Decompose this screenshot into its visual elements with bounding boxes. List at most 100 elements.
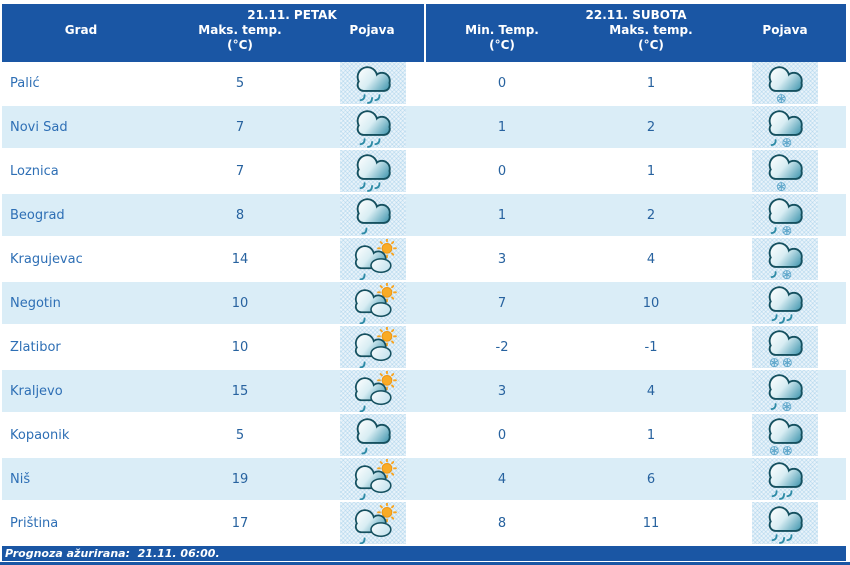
day1-icon-cell: [340, 414, 406, 456]
sun-cloud-rain-1-icon: [345, 327, 401, 368]
day1-pojava-cell: [320, 238, 426, 280]
day2-min-temp: 1: [497, 119, 507, 135]
table-header: 21.11. PETAK Grad Maks. temp. (°C) Pojav…: [2, 4, 846, 62]
day1-pojava-cell: [320, 282, 426, 324]
day2-pojava-cell: [724, 238, 846, 280]
table-row: Negotin 10 7 10: [2, 282, 846, 326]
day1-icon-cell: [340, 62, 406, 104]
day1-max-temp: 7: [235, 119, 245, 135]
day2-min-temp: 4: [497, 471, 507, 487]
col-header-day2-pojava: Pojava: [762, 23, 808, 37]
day2-icon-cell: [752, 238, 818, 280]
table-row: Novi Sad 7 1 2: [2, 106, 846, 150]
day1-icon-cell: [340, 106, 406, 148]
cloud-snow-1-icon: [757, 151, 813, 192]
city-name: Priština: [10, 515, 59, 531]
day1-icon-cell: [340, 370, 406, 412]
header-day1-block: 21.11. PETAK Grad Maks. temp. (°C) Pojav…: [2, 4, 424, 62]
cloud-rain-3-icon: [345, 63, 401, 104]
day2-min-temp: 7: [497, 295, 507, 311]
city-name: Beograd: [10, 207, 65, 223]
day1-max-temp: 7: [235, 163, 245, 179]
table-row: Kragujevac 14 3 4: [2, 238, 846, 282]
update-note: Prognoza ažurirana: 21.11. 06:00.: [5, 547, 220, 560]
city-name: Negotin: [10, 295, 61, 311]
day1-icon-cell: [340, 282, 406, 324]
cloud-snow-2-icon: [757, 327, 813, 368]
cloud-rain-3-icon: [757, 503, 813, 544]
col-header-day2-max: Maks. temp. (°C): [578, 23, 724, 53]
day1-icon-cell: [340, 458, 406, 500]
day2-icon-cell: [752, 414, 818, 456]
day1-pojava-cell: [320, 414, 426, 456]
sun-cloud-rain-1-icon: [345, 459, 401, 500]
day1-pojava-cell: [320, 502, 426, 544]
day2-min-temp: -2: [495, 339, 509, 355]
cloud-sleet-icon: [757, 239, 813, 280]
day2-max-temp: 4: [646, 383, 656, 399]
day2-max-temp: 1: [646, 163, 656, 179]
day2-icon-cell: [752, 282, 818, 324]
day1-pojava-cell: [320, 194, 426, 236]
day1-pojava-cell: [320, 458, 426, 500]
sun-cloud-rain-1-icon: [345, 283, 401, 324]
cloud-rain-3-icon: [345, 107, 401, 148]
sun-cloud-rain-1-icon: [345, 239, 401, 280]
cloud-sleet-icon: [757, 107, 813, 148]
city-name: Zlatibor: [10, 339, 61, 355]
day2-pojava-cell: [724, 150, 846, 192]
day1-max-temp: 5: [235, 427, 245, 443]
day2-min-temp: 0: [497, 163, 507, 179]
city-name: Loznica: [10, 163, 59, 179]
table-body: Palić 5 0 1 Novi Sad 7 1 2 Loz: [2, 62, 846, 546]
sun-cloud-rain-1-icon: [345, 503, 401, 544]
city-name: Kopaonik: [10, 427, 70, 443]
table-row: Beograd 8 1 2: [2, 194, 846, 238]
day1-column-headers: Grad Maks. temp. (°C) Pojava: [2, 23, 424, 53]
col-header-day2-max-label: Maks. temp.: [609, 23, 693, 37]
cloud-rain-1-icon: [345, 415, 401, 456]
day2-max-temp: 11: [642, 515, 660, 531]
col-header-day2-min-unit: (°C): [489, 38, 515, 52]
day1-icon-cell: [340, 326, 406, 368]
day2-max-temp: 10: [642, 295, 660, 311]
cloud-sleet-icon: [757, 371, 813, 412]
city-name: Niš: [10, 471, 31, 487]
day1-max-temp: 8: [235, 207, 245, 223]
day2-date: 22.11. SUBOTA: [585, 8, 687, 22]
day1-max-temp: 15: [231, 383, 249, 399]
day2-max-temp: 1: [646, 75, 656, 91]
day2-pojava-cell: [724, 370, 846, 412]
table-row: Loznica 7 0 1: [2, 150, 846, 194]
col-header-city: Grad: [64, 23, 98, 37]
day1-max-temp: 10: [231, 295, 249, 311]
cloud-rain-1-icon: [345, 195, 401, 236]
day2-icon-cell: [752, 62, 818, 104]
col-header-day2-min: Min. Temp. (°C): [426, 23, 578, 53]
day1-pojava-cell: [320, 106, 426, 148]
day2-max-temp: 2: [646, 207, 656, 223]
day2-min-temp: 8: [497, 515, 507, 531]
day1-max-temp: 5: [235, 75, 245, 91]
day2-min-temp: 0: [497, 75, 507, 91]
day2-icon-cell: [752, 458, 818, 500]
day2-max-temp: 1: [646, 427, 656, 443]
col-header-day2-max-unit: (°C): [638, 38, 664, 52]
day1-pojava-cell: [320, 150, 426, 192]
cloud-rain-3-icon: [757, 459, 813, 500]
col-header-day1-max: Maks. temp. (°C): [160, 23, 320, 53]
day2-pojava-cell: [724, 458, 846, 500]
city-name: Kragujevac: [10, 251, 83, 267]
day2-max-temp: 2: [646, 119, 656, 135]
day1-max-temp: 19: [231, 471, 249, 487]
day2-icon-cell: [752, 370, 818, 412]
day2-pojava-cell: [724, 414, 846, 456]
cloud-snow-1-icon: [757, 63, 813, 104]
sun-cloud-rain-1-icon: [345, 371, 401, 412]
day2-pojava-cell: [724, 326, 846, 368]
day2-min-temp: 3: [497, 383, 507, 399]
day1-date: 21.11. PETAK: [247, 8, 337, 22]
day2-pojava-cell: [724, 502, 846, 544]
forecast-table: 21.11. PETAK Grad Maks. temp. (°C) Pojav…: [2, 4, 846, 561]
day2-icon-cell: [752, 194, 818, 236]
